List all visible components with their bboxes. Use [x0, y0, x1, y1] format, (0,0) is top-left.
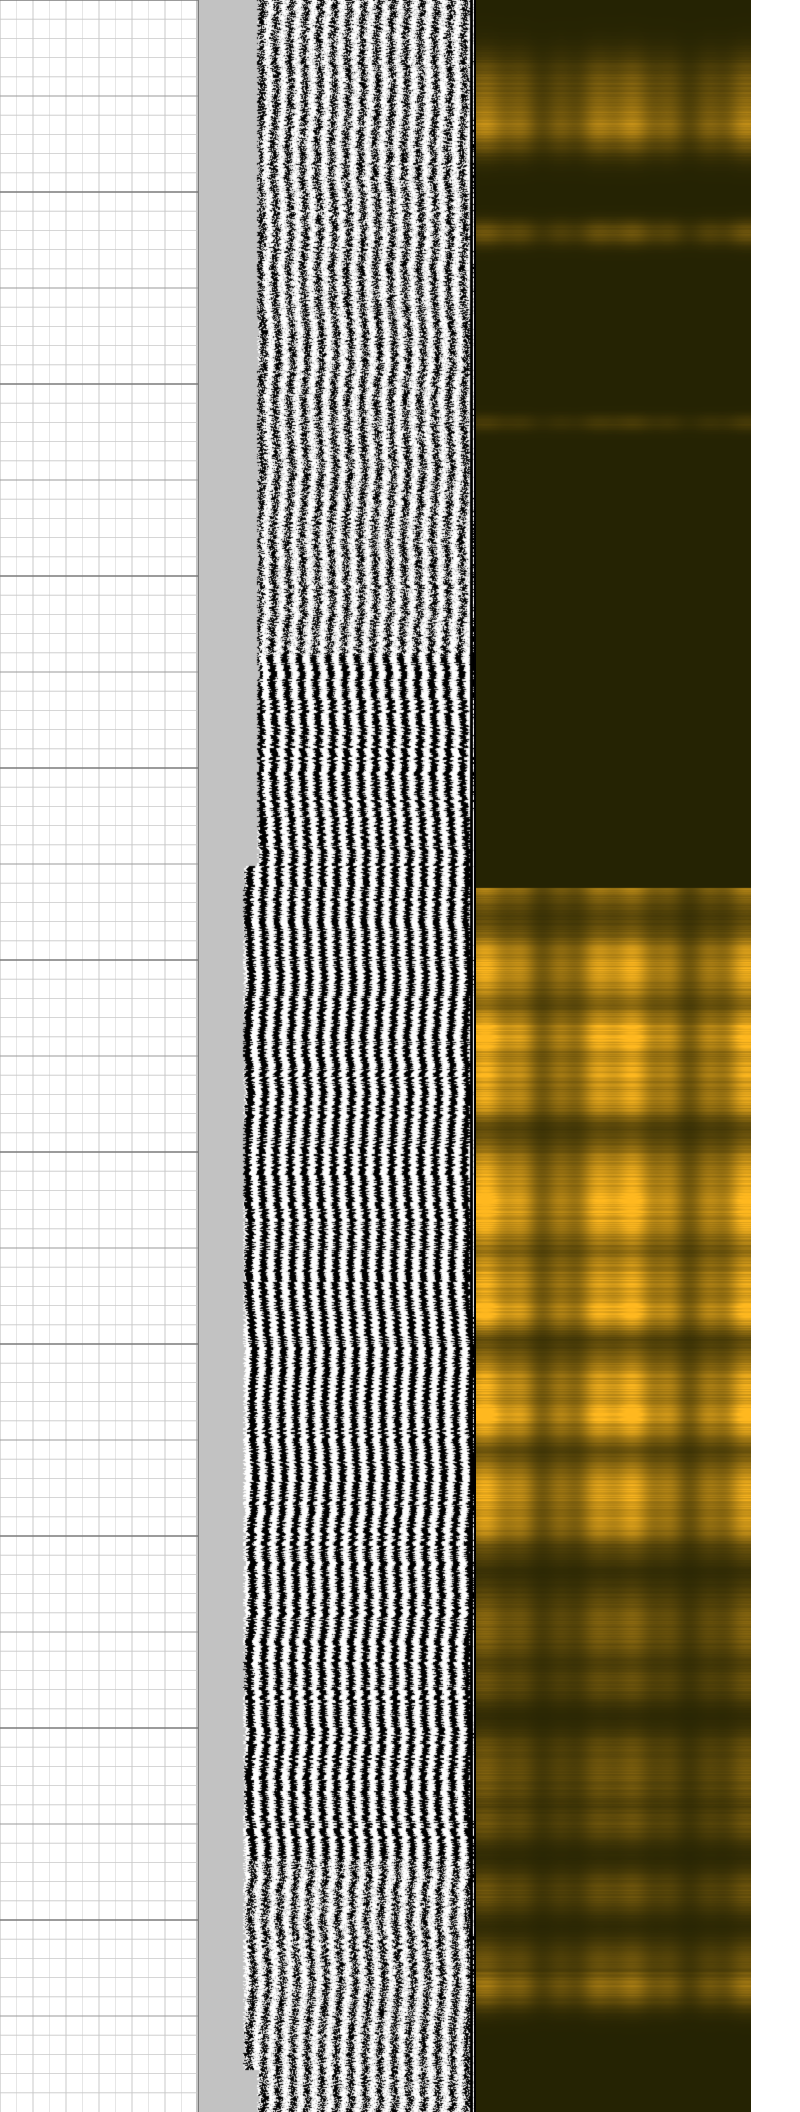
depth-grid	[0, 0, 198, 2112]
amplitude-heatmap	[476, 0, 752, 2112]
depth-grid-track	[0, 0, 199, 2112]
right-margin	[751, 0, 800, 2112]
amplitude-map-track	[474, 0, 753, 2112]
waveform-track	[199, 0, 474, 2112]
variable-density-waveform	[199, 0, 474, 2112]
